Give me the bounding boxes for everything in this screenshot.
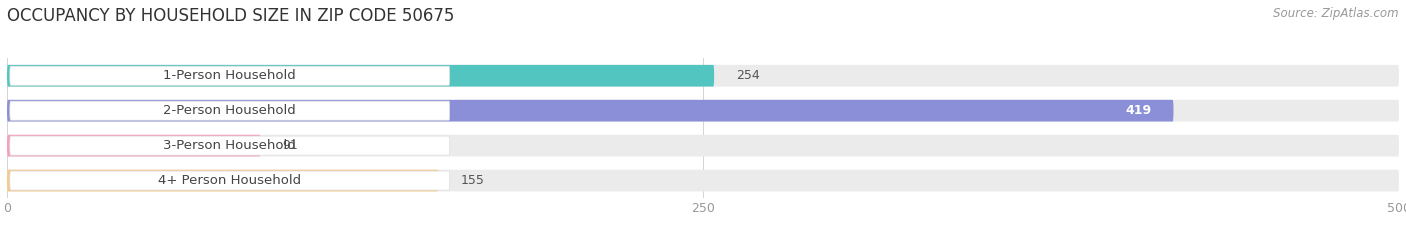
Text: Source: ZipAtlas.com: Source: ZipAtlas.com <box>1274 7 1399 20</box>
FancyBboxPatch shape <box>10 171 450 190</box>
FancyBboxPatch shape <box>7 135 260 157</box>
FancyBboxPatch shape <box>7 170 439 192</box>
Text: 3-Person Household: 3-Person Household <box>163 139 297 152</box>
Text: 254: 254 <box>737 69 761 82</box>
Text: 1-Person Household: 1-Person Household <box>163 69 297 82</box>
Text: 2-Person Household: 2-Person Household <box>163 104 297 117</box>
Text: 419: 419 <box>1125 104 1152 117</box>
FancyBboxPatch shape <box>7 135 1399 157</box>
Text: OCCUPANCY BY HOUSEHOLD SIZE IN ZIP CODE 50675: OCCUPANCY BY HOUSEHOLD SIZE IN ZIP CODE … <box>7 7 454 25</box>
Text: 4+ Person Household: 4+ Person Household <box>159 174 301 187</box>
FancyBboxPatch shape <box>7 65 714 86</box>
Text: 155: 155 <box>461 174 485 187</box>
FancyBboxPatch shape <box>10 101 450 120</box>
FancyBboxPatch shape <box>7 170 1399 192</box>
FancyBboxPatch shape <box>10 66 450 85</box>
FancyBboxPatch shape <box>10 136 450 155</box>
FancyBboxPatch shape <box>7 100 1174 122</box>
Text: 91: 91 <box>283 139 298 152</box>
FancyBboxPatch shape <box>7 100 1399 122</box>
FancyBboxPatch shape <box>7 65 1399 86</box>
